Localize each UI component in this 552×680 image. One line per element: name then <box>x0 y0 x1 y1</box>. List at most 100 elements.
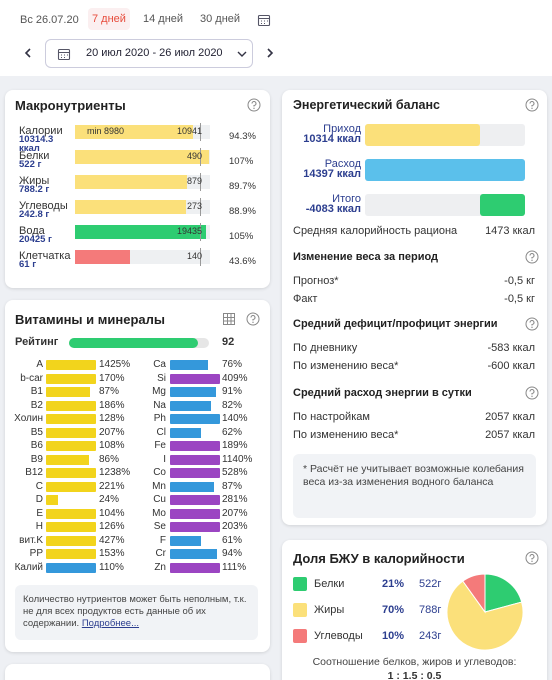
macro-norm: 10941 <box>176 126 202 136</box>
energy-bar <box>365 159 525 181</box>
nutrient-bar <box>46 400 96 411</box>
help-circle <box>525 551 539 565</box>
avg-value: 1473 ккал <box>485 225 535 237</box>
energy-name: Итого <box>332 193 361 205</box>
grid-lines <box>223 313 235 325</box>
nutrient-track <box>170 427 220 438</box>
card-title: Макронутриенты <box>15 98 126 113</box>
nutrient-name: Калий <box>14 561 43 573</box>
macro-name: Жиры <box>19 175 50 187</box>
nutrient-name: Ph <box>153 413 166 424</box>
nutrient-percent: 186% <box>99 399 125 411</box>
nutrient-track <box>46 427 96 438</box>
nutrient-track <box>46 454 96 465</box>
avg-label: Средняя калорийность рациона <box>293 225 458 237</box>
nutrient-name: PP <box>29 548 43 559</box>
nutrient-name: вит.K <box>19 534 43 546</box>
nutrient-track <box>170 495 220 505</box>
ratio: 1 : 1.5 : 0.5 <box>387 670 442 680</box>
nutrient-bar <box>46 481 96 492</box>
table-icon[interactable] <box>222 312 236 326</box>
macro-percent: 43.6% <box>229 256 256 267</box>
legend-name: Белки <box>314 578 345 590</box>
help-icon[interactable] <box>525 250 539 264</box>
help-circle <box>525 250 539 264</box>
nutrient-bar <box>170 387 216 397</box>
dropdown-chevron[interactable] <box>236 48 248 60</box>
calendar-body <box>257 14 271 27</box>
row-label: По изменению веса* <box>293 428 399 441</box>
help-dot <box>253 107 255 109</box>
calendar-dots <box>61 54 68 58</box>
next-card <box>5 664 270 680</box>
help-icon[interactable] <box>525 317 539 331</box>
nutrient-percent: 128% <box>99 413 125 424</box>
period-tab[interactable]: 30 дней <box>200 13 241 25</box>
date-range-select[interactable]: 20 июл 2020 - 26 июл 2020 <box>45 39 253 68</box>
section-title: Средний дефицит/профицит энергии <box>293 318 498 330</box>
nutrient-percent: 87% <box>222 480 243 492</box>
nutrient-name: Fe <box>154 440 166 451</box>
nutrient-percent: 111% <box>222 561 247 573</box>
period-tab[interactable]: 14 дней <box>143 13 184 25</box>
rating-value: 92 <box>222 336 235 348</box>
nutrient-bar <box>170 427 201 438</box>
card-title: Доля БЖУ в калорийности <box>293 551 465 566</box>
nutrient-track <box>46 535 96 546</box>
nutrient-bar <box>170 373 220 384</box>
nutrient-percent: 170% <box>99 372 125 384</box>
macro-amount: 522 г <box>19 159 42 170</box>
nutrient-track <box>170 508 220 519</box>
help-icon[interactable] <box>525 551 539 565</box>
nutrient-track <box>46 562 96 573</box>
macro-norm: 879 <box>186 176 202 186</box>
macro-norm: 273 <box>186 201 202 211</box>
nutrient-percent: 62% <box>222 426 243 438</box>
macro-name: Углеводы <box>19 200 68 212</box>
help-icon[interactable] <box>246 312 260 326</box>
row-label: Факт <box>293 292 318 305</box>
help-icon[interactable] <box>525 386 539 400</box>
calendar-icon[interactable] <box>257 13 271 27</box>
norm-line <box>200 123 201 141</box>
nutrient-bar <box>46 549 96 559</box>
nutrient-track <box>46 441 96 451</box>
macro-percent: 89.7% <box>229 181 256 192</box>
nutrient-name: I <box>163 453 166 465</box>
help-circle <box>247 98 261 112</box>
nutrient-track <box>46 481 96 492</box>
nutrient-percent: 207% <box>99 426 125 438</box>
nutrient-percent: 108% <box>99 440 125 451</box>
nutrient-bar <box>170 481 214 492</box>
energy-amount: -4083 ккал <box>305 203 361 215</box>
nutrient-track <box>170 468 220 478</box>
legend-percent: 70% <box>382 604 405 616</box>
norm-line <box>200 223 201 241</box>
nutrient-bar <box>46 495 58 505</box>
energy-name: Расход <box>324 158 361 170</box>
section-title: Изменение веса за период <box>293 251 439 263</box>
row-label: Прогноз* <box>293 275 339 287</box>
legend-amount: 243г <box>419 630 442 642</box>
period-tab[interactable]: 7 дней <box>88 8 130 30</box>
note-text: Количество нутриентов может быть неполны… <box>23 594 253 630</box>
nutrient-percent: 126% <box>99 521 125 532</box>
calendar-icon[interactable] <box>57 47 71 61</box>
more-link[interactable]: Подробнее... <box>81 618 140 629</box>
macro-norm: 19435 <box>176 226 202 236</box>
nutrient-bar <box>170 562 220 573</box>
nutrient-bar <box>170 508 220 519</box>
nutrient-name: Mn <box>152 480 166 492</box>
prev-arrow[interactable] <box>22 46 34 60</box>
next-arrow[interactable] <box>264 46 276 60</box>
help-circle <box>246 312 260 326</box>
nutrient-percent: 82% <box>222 399 243 411</box>
nutrient-bar <box>170 495 220 505</box>
help-icon[interactable] <box>247 98 261 112</box>
help-circle <box>525 386 539 400</box>
nutrient-track <box>46 495 96 505</box>
help-icon[interactable] <box>525 98 539 112</box>
date: Вс 26.07.20 <box>20 14 79 26</box>
rating-bar <box>69 338 198 348</box>
